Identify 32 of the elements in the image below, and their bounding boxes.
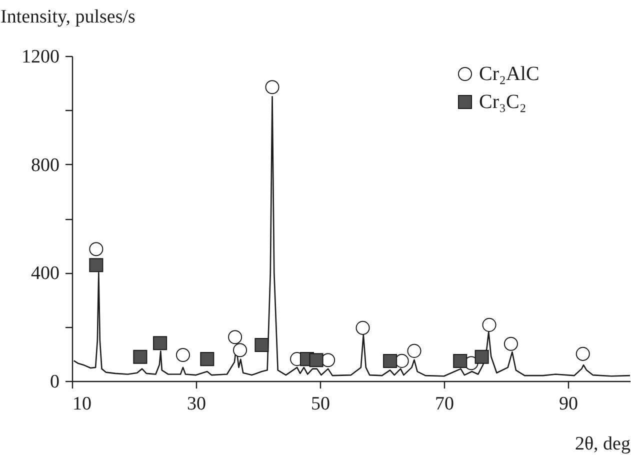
- x-tick-label: 30: [187, 394, 206, 414]
- y-axis-title: Intensity, pulses/s: [0, 6, 136, 28]
- point: [309, 353, 324, 368]
- point: [482, 318, 496, 332]
- x-tick-label: 50: [311, 394, 330, 414]
- y-tick-label: 800: [31, 154, 60, 176]
- x-tick-label: 10: [72, 394, 92, 414]
- point: [453, 354, 468, 368]
- point: [383, 354, 398, 368]
- y-tick-label: 0: [50, 372, 60, 392]
- point: [356, 320, 370, 335]
- y-tick-label: 1200: [22, 46, 60, 68]
- point: [200, 352, 214, 366]
- x-axis-title: 2θ, deg: [574, 434, 631, 454]
- point: [504, 336, 518, 351]
- point: [254, 338, 269, 352]
- x-tick-label: 70: [435, 394, 454, 414]
- point: [233, 343, 248, 358]
- point: [265, 80, 280, 94]
- legend-label: Cr₃C₂: [479, 91, 526, 113]
- point: [228, 330, 242, 344]
- y-tick-label: 400: [31, 263, 60, 284]
- legend-label: Cr₂AlC: [479, 63, 540, 85]
- point: [176, 348, 190, 362]
- x-tick-label: 90: [559, 394, 578, 414]
- point: [89, 258, 104, 272]
- point: [153, 336, 168, 350]
- point: [474, 350, 489, 364]
- point: [576, 346, 590, 361]
- point: [133, 350, 148, 364]
- point: [89, 242, 104, 256]
- point: [407, 344, 422, 358]
